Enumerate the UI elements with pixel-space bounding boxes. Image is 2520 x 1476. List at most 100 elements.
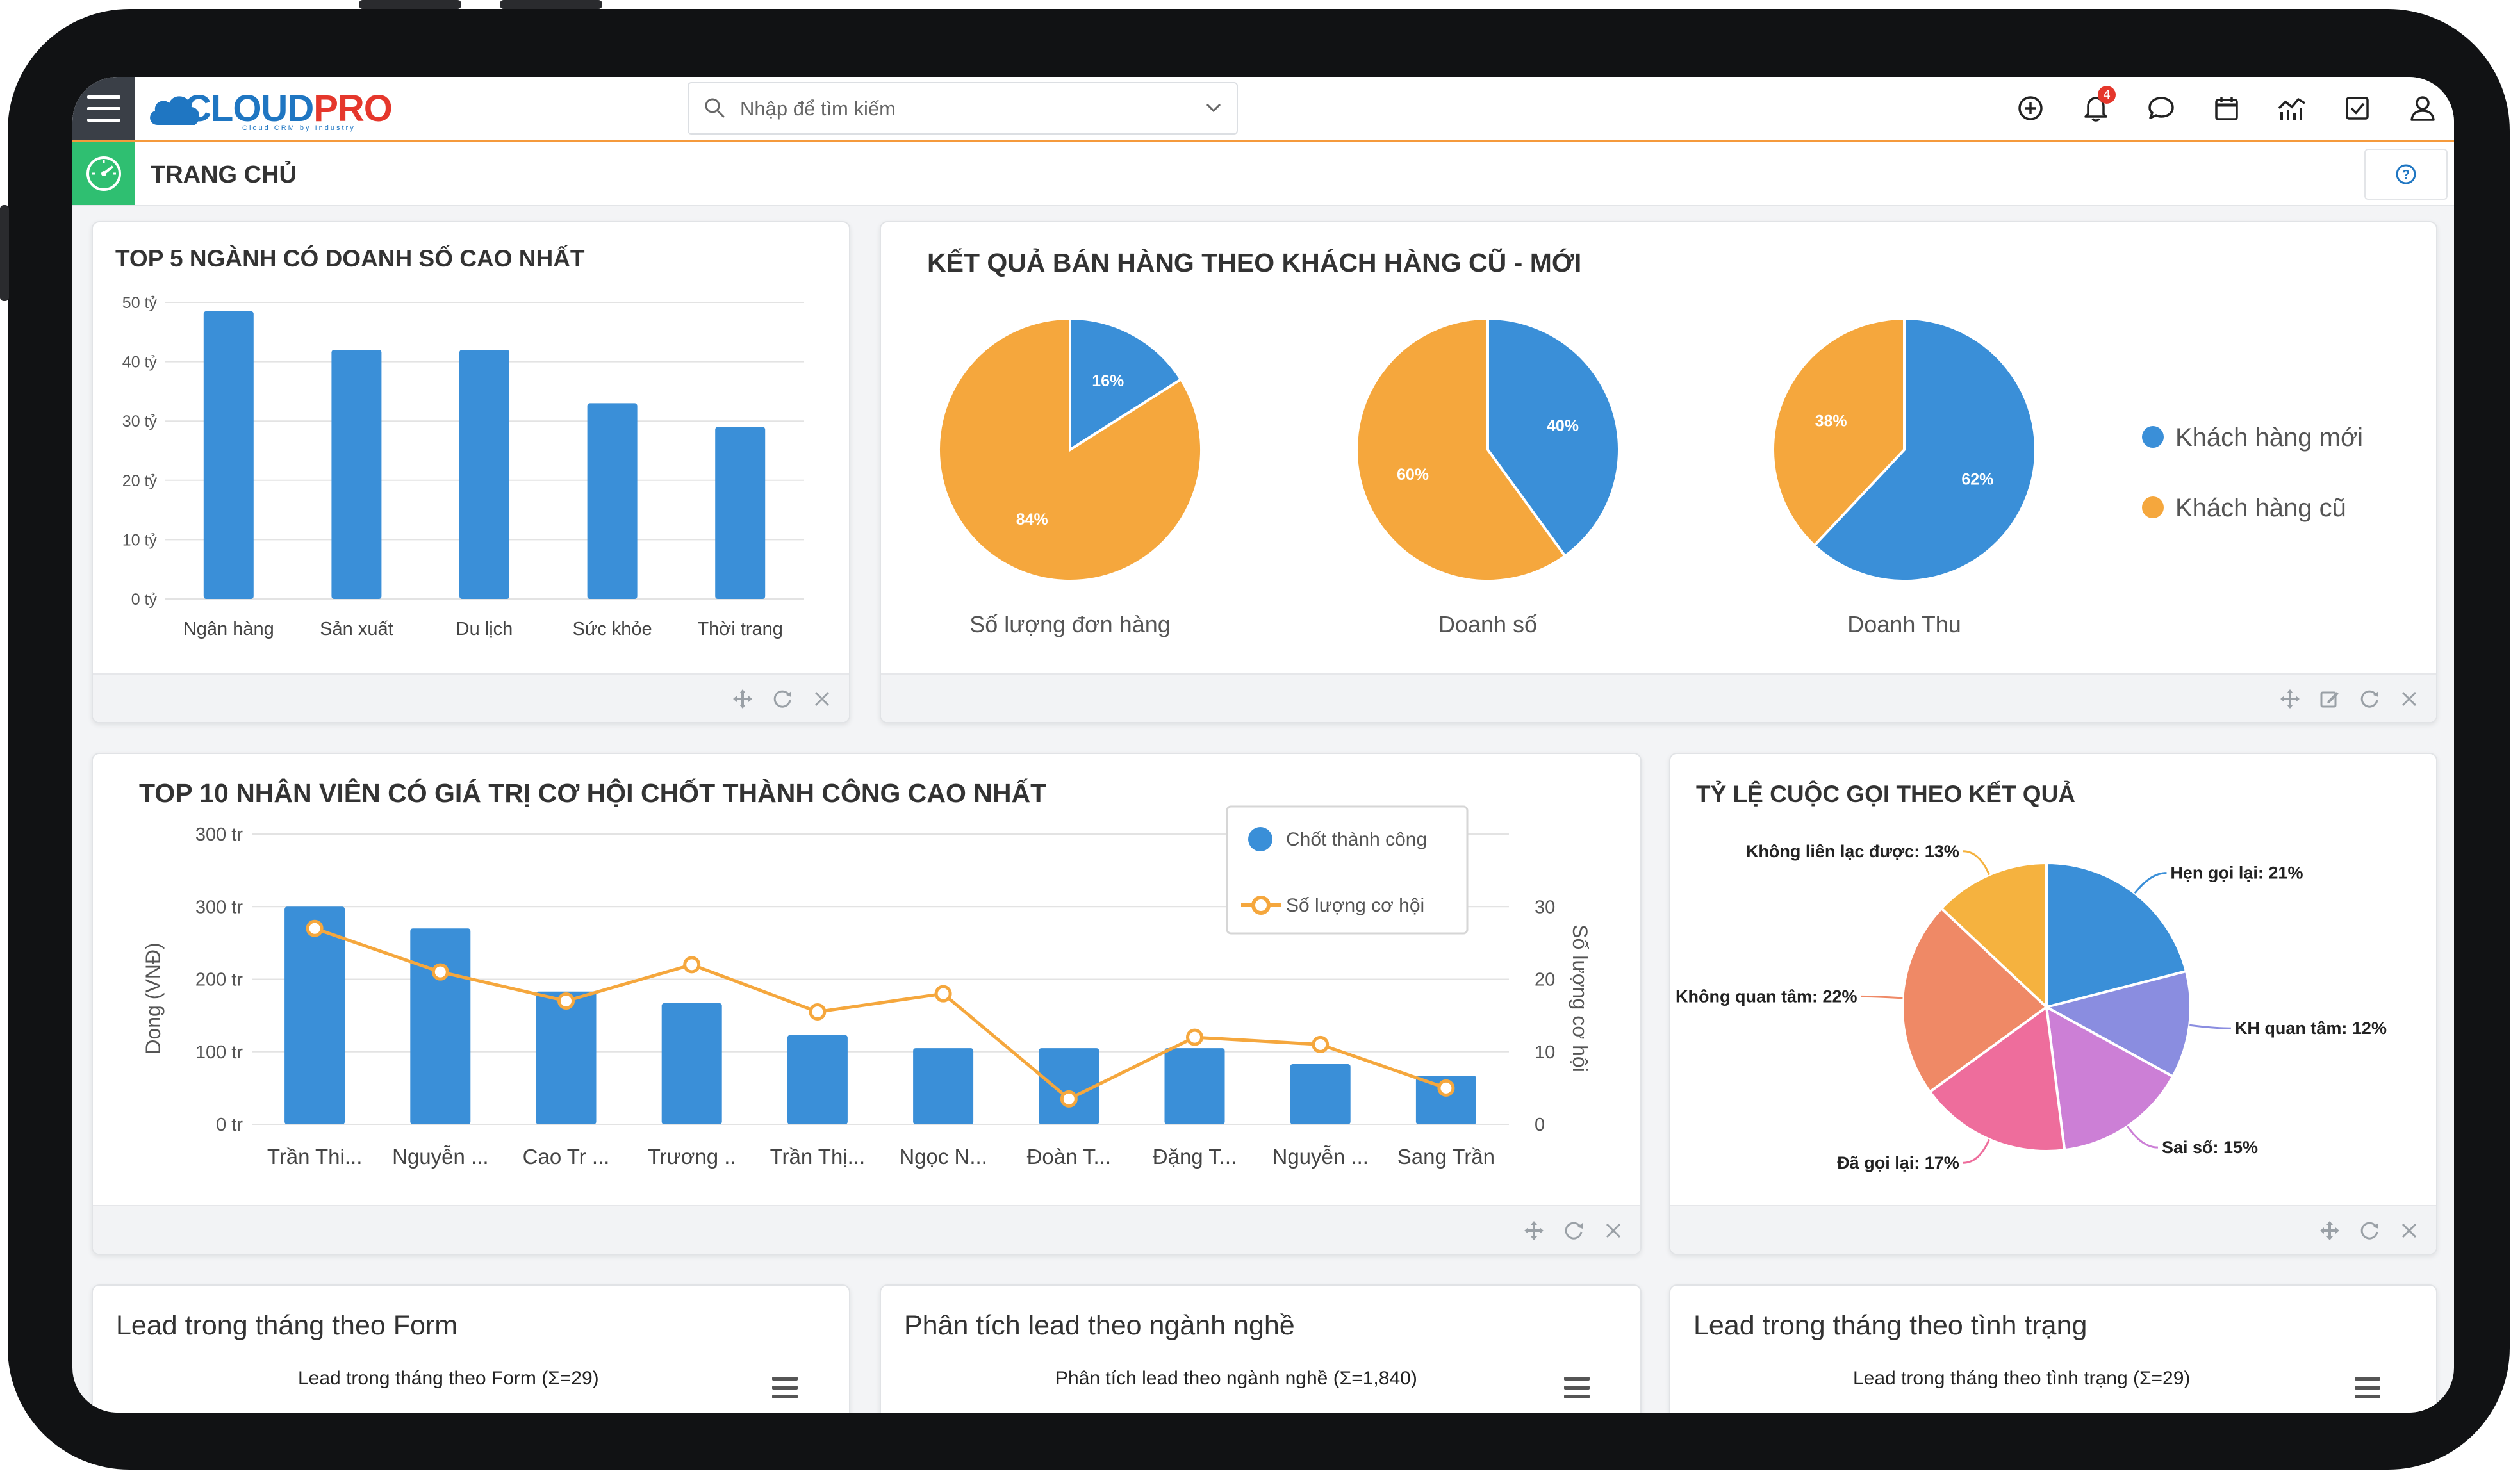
header-actions: 4 <box>2012 77 2441 140</box>
top-bar: CLOUDPRO Cloud CRM by Industry Nhập để t… <box>72 77 2454 142</box>
bell-icon[interactable]: 4 <box>2077 86 2116 127</box>
refresh-icon[interactable] <box>1562 1219 1585 1242</box>
refresh-icon[interactable] <box>2358 1219 2381 1242</box>
chat-icon[interactable] <box>2143 90 2180 127</box>
bar <box>1039 1048 1099 1124</box>
move-icon[interactable] <box>1522 1219 1545 1242</box>
y-tick-label: 10 tỷ <box>122 531 158 549</box>
widget-footer <box>93 1205 1640 1254</box>
close-icon[interactable] <box>811 687 834 710</box>
chart-menu-icon[interactable] <box>772 1377 798 1398</box>
pie-caption: Doanh Thu <box>1847 611 1961 637</box>
chevron-down-icon[interactable] <box>1203 97 1224 118</box>
add-circle-icon[interactable] <box>2012 90 2049 127</box>
widget-call-results: TỶ LỆ CUỘC GỌI THEO KẾT QUẢ Hẹn gọi lại:… <box>1669 753 2437 1255</box>
pie-slice-new <box>1486 316 1620 558</box>
bar <box>587 403 638 599</box>
widget-lead-form: Lead trong tháng theo Form Lead trong th… <box>92 1284 850 1413</box>
x-tick-label: Nguyễn ... <box>1272 1145 1368 1168</box>
chart-subtitle: Lead trong tháng theo tình trạng (Σ=29) <box>1853 1368 2191 1389</box>
dashboard-icon <box>72 142 135 205</box>
edit-icon[interactable] <box>2318 687 2341 710</box>
notification-badge: 4 <box>2098 86 2116 104</box>
y2-tick-label: 10 <box>1535 1042 1555 1063</box>
y-tick-label: 300 tr <box>195 897 243 917</box>
label-connector <box>1963 850 1991 876</box>
widget-title: TỶ LỆ CUỘC GỌI THEO KẾT QUẢ <box>1696 781 2076 807</box>
x-tick-label: Sức khỏe <box>572 619 652 639</box>
menu-toggle-button[interactable] <box>72 77 135 140</box>
pie-slice <box>2043 969 2192 1079</box>
chart-menu-icon[interactable] <box>2355 1377 2380 1398</box>
help-icon: ? <box>2396 164 2416 184</box>
user-icon[interactable] <box>2404 90 2441 127</box>
chart-menu-icon[interactable] <box>1564 1377 1590 1398</box>
refresh-icon[interactable] <box>2358 687 2381 710</box>
widget-title: Lead trong tháng theo tình trạng <box>1693 1310 2088 1341</box>
widget-title: TOP 5 NGÀNH CÓ DOANH SỐ CAO NHẤT <box>115 245 585 272</box>
widget-tools <box>2278 687 2421 710</box>
widget-title: TOP 10 NHÂN VIÊN CÓ GIÁ TRỊ CƠ HỘI CHỐT … <box>139 778 1047 808</box>
x-tick-label: Đặng T... <box>1153 1145 1237 1168</box>
cloudpro-logo[interactable]: CLOUDPRO Cloud CRM by Industry <box>146 83 393 133</box>
device-button <box>359 0 461 9</box>
x-tick-label: Thời trang <box>697 619 782 639</box>
widget-sales-customers: KẾT QUẢ BÁN HÀNG THEO KHÁCH HÀNG CŨ - MỚ… <box>880 221 2437 723</box>
y-tick-label: 100 tr <box>195 1042 243 1063</box>
x-tick-label: Đoàn T... <box>1027 1145 1111 1168</box>
widget-footer <box>881 673 2436 722</box>
legend-box <box>1226 805 1469 935</box>
x-tick-label: Trương .. <box>648 1145 736 1168</box>
bar <box>913 1048 974 1124</box>
x-tick-label: Ngọc N... <box>899 1145 987 1168</box>
refresh-icon[interactable] <box>771 687 794 710</box>
close-icon[interactable] <box>2398 1219 2421 1242</box>
widget-lead-industry: Phân tích lead theo ngành nghề Phân tích… <box>880 1284 1642 1413</box>
move-icon[interactable] <box>731 687 754 710</box>
x-tick-label: Trần Thị... <box>770 1145 866 1168</box>
page-title: TRANG CHỦ <box>151 161 297 188</box>
slice-label: Sai số: 15% <box>2162 1138 2258 1157</box>
y-tick-label: 20 tỷ <box>122 472 158 490</box>
bar <box>459 350 509 599</box>
pie-caption: Doanh số <box>1438 611 1537 637</box>
widget-title: Phân tích lead theo ngành nghề <box>904 1310 1295 1341</box>
pie-slice <box>1939 861 2048 1010</box>
close-icon[interactable] <box>2398 687 2421 710</box>
search-box[interactable]: Nhập để tìm kiếm <box>688 82 1238 135</box>
line-point <box>683 956 701 974</box>
report-icon[interactable] <box>2273 90 2310 127</box>
pie-slice <box>1901 906 2049 1094</box>
bar <box>284 906 345 1124</box>
calls-pie-chart: Hẹn gọi lại: 21% KH quan tâm: 12% Sai số: … <box>1676 842 2387 1172</box>
checkbox-icon[interactable] <box>2339 90 2376 127</box>
pie-data-label: 38% <box>1815 413 1847 430</box>
widget-tools <box>1522 1219 1625 1242</box>
legend-label: Khách hàng mới <box>2175 423 2363 452</box>
y-axis-title: Dong (VNĐ) <box>142 942 165 1054</box>
widget-footer <box>1670 1205 2436 1254</box>
logo-tagline: Cloud CRM by Industry <box>242 124 356 132</box>
widget-top10-employees: TOP 10 NHÂN VIÊN CÓ GIÁ TRỊ CƠ HỘI CHỐT … <box>92 753 1642 1255</box>
move-icon[interactable] <box>2278 687 2302 710</box>
bar <box>1164 1048 1225 1124</box>
device-button <box>500 0 602 9</box>
calendar-icon[interactable] <box>2208 90 2245 127</box>
close-icon[interactable] <box>1602 1219 1625 1242</box>
move-icon[interactable] <box>2318 1219 2341 1242</box>
x-tick-label: Sang Trần <box>1397 1145 1495 1168</box>
pie-slice-old <box>937 316 1203 582</box>
legend-marker <box>2142 496 2164 518</box>
pie-slice-old <box>1355 316 1567 582</box>
label-connector <box>2127 1126 2159 1149</box>
label-connector <box>1963 1138 1991 1164</box>
help-button[interactable]: ? <box>2364 149 2448 200</box>
pie-data-label: 16% <box>1092 372 1124 390</box>
y2-tick-label: 0 <box>1535 1115 1545 1135</box>
x-tick-label: Du lịch <box>456 619 513 639</box>
legend-marker <box>1251 896 1271 915</box>
chart-subtitle: Lead trong tháng theo Form (Σ=29) <box>298 1368 599 1389</box>
title-bar: TRANG CHỦ ? <box>72 142 2454 206</box>
y-tick-label: 0 tr <box>216 1115 243 1135</box>
bar <box>1415 1076 1476 1124</box>
